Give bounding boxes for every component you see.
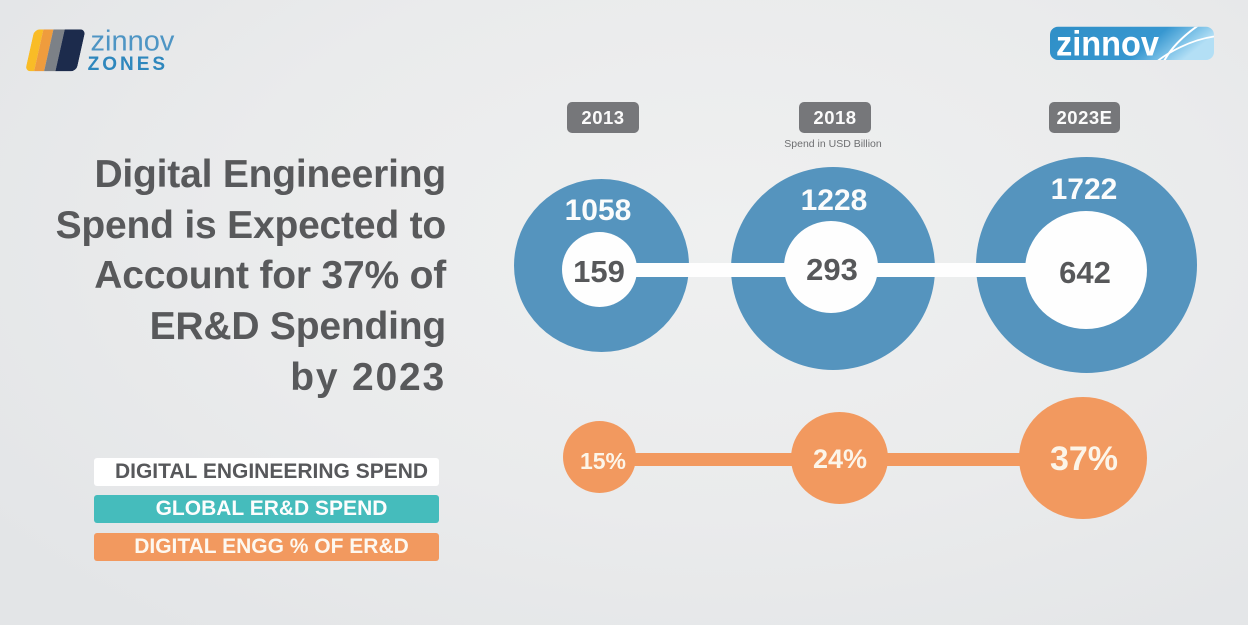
svg-text:zinnov: zinnov [1056,25,1159,64]
svg-text:zinnov: zinnov [91,26,175,58]
svg-text:ZONES: ZONES [88,54,168,75]
